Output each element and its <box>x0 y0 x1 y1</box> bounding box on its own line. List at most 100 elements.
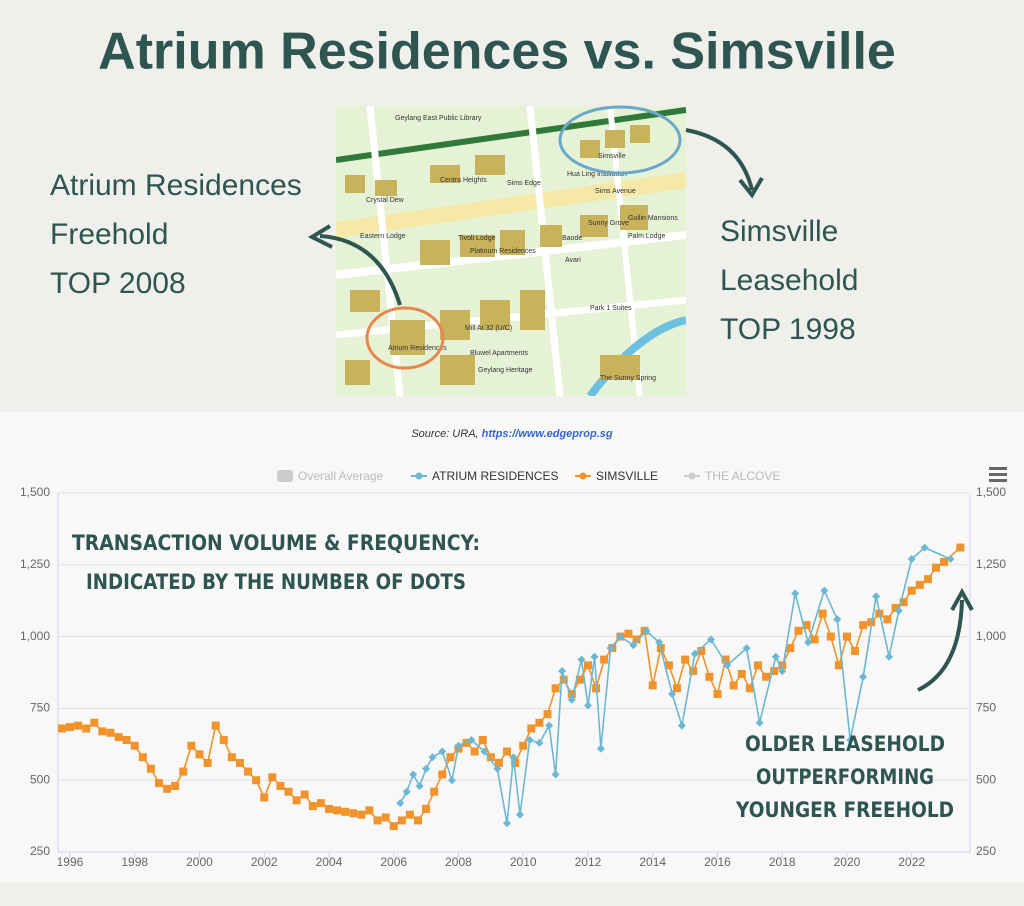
point <box>130 741 139 750</box>
point <box>422 764 431 773</box>
x-tick-label: 2006 <box>380 855 407 869</box>
map-label: Guilin Mansions <box>628 215 678 222</box>
point <box>252 776 261 785</box>
y2-tick-label: 750 <box>976 701 996 715</box>
point <box>755 718 764 727</box>
point <box>448 776 457 785</box>
map-label: Sunny Grove <box>588 220 629 227</box>
point <box>742 644 751 653</box>
point <box>642 626 651 635</box>
point <box>583 661 592 670</box>
point <box>600 655 609 664</box>
point <box>396 799 405 808</box>
map-label: Avari <box>565 257 581 264</box>
point <box>802 621 811 630</box>
point <box>381 813 390 822</box>
point <box>519 741 528 750</box>
point <box>778 667 787 676</box>
y-tick-label: 250 <box>30 844 50 858</box>
point <box>551 770 560 779</box>
point <box>244 767 253 776</box>
point <box>771 652 780 661</box>
y-tick-label: 750 <box>30 701 50 715</box>
point <box>545 721 554 730</box>
map-label: Eastern Lodge <box>360 233 406 240</box>
point <box>308 802 317 811</box>
point <box>74 721 83 730</box>
y2-tick-label: 500 <box>976 772 996 786</box>
rail <box>336 107 686 163</box>
point <box>705 672 714 681</box>
point <box>885 652 894 661</box>
point <box>907 586 916 595</box>
arrow-head <box>738 176 764 199</box>
point <box>664 661 673 670</box>
point <box>276 781 285 790</box>
point <box>493 764 502 773</box>
point <box>57 724 66 733</box>
map-label: Bluwel Apartments <box>470 350 528 357</box>
point <box>883 615 892 624</box>
point <box>195 750 204 759</box>
point <box>577 655 586 664</box>
point <box>494 758 503 767</box>
point <box>535 738 544 747</box>
point <box>480 747 489 756</box>
point <box>219 735 228 744</box>
point <box>187 741 196 750</box>
source-link[interactable]: https://www.edgeprop.sg <box>482 428 613 440</box>
map-label: Geylang East Public Library <box>395 115 482 122</box>
point <box>668 690 677 699</box>
point <box>899 598 908 607</box>
point <box>753 661 762 670</box>
point <box>575 675 584 684</box>
left-line: Atrium Residences <box>50 169 302 202</box>
point <box>414 816 423 825</box>
annotation: OUTPERFORMING <box>756 765 934 789</box>
map: Geylang East Public Library Simsville Atri… <box>307 105 764 396</box>
point <box>956 543 965 552</box>
point <box>894 606 903 615</box>
point <box>655 638 664 647</box>
point <box>543 710 552 719</box>
arrow <box>685 128 754 191</box>
x-tick-label: 2016 <box>704 855 731 869</box>
right-line: Leasehold <box>720 264 858 297</box>
annotation: TRANSACTION VOLUME & FREQUENCY: <box>72 531 480 555</box>
point <box>737 669 746 678</box>
point <box>946 555 955 564</box>
point <box>268 773 277 782</box>
y-tick-label: 1,500 <box>20 485 50 499</box>
point <box>842 632 851 641</box>
map-label: Platinum Residences <box>470 248 536 255</box>
left-line: TOP 2008 <box>50 267 186 300</box>
point <box>415 781 424 790</box>
point <box>211 721 220 730</box>
point <box>511 758 520 767</box>
menu-icon[interactable] <box>989 467 1007 482</box>
point <box>486 753 495 762</box>
point <box>114 733 123 742</box>
point <box>357 810 366 819</box>
point <box>818 609 827 618</box>
point <box>438 747 447 756</box>
arrow <box>319 234 402 306</box>
arrow <box>917 599 964 692</box>
point <box>551 684 560 693</box>
point <box>525 735 534 744</box>
point <box>820 586 829 595</box>
road <box>526 106 564 396</box>
x-tick-label: 2004 <box>316 855 343 869</box>
map-label: Palm Lodge <box>628 233 665 240</box>
point <box>316 799 325 808</box>
point <box>673 684 682 693</box>
right-line: TOP 1998 <box>720 313 856 346</box>
map-label: Hua Ling Institution <box>567 171 627 178</box>
map-label: Sims Edge <box>507 180 541 187</box>
point <box>804 638 813 647</box>
point <box>333 806 342 815</box>
point <box>762 672 771 681</box>
point <box>907 555 916 564</box>
